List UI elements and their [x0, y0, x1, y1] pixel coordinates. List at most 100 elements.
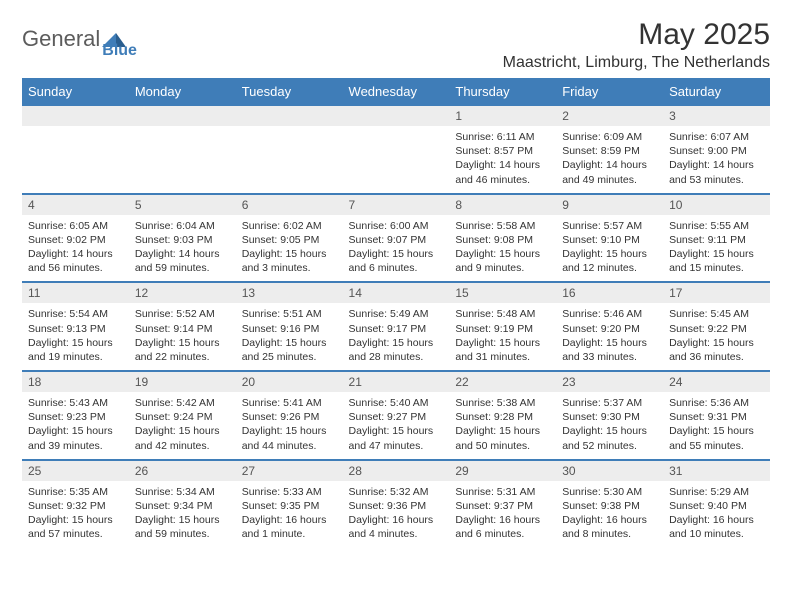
sunrise-text: Sunrise: 5:43 AM [28, 396, 123, 410]
sunrise-text: Sunrise: 6:02 AM [242, 219, 337, 233]
day-number: 28 [343, 461, 450, 481]
calendar-cell: 1Sunrise: 6:11 AMSunset: 8:57 PMDaylight… [449, 105, 556, 194]
sunset-text: Sunset: 9:22 PM [669, 322, 764, 336]
calendar-week-row: 1Sunrise: 6:11 AMSunset: 8:57 PMDaylight… [22, 105, 770, 194]
sunset-text: Sunset: 9:28 PM [455, 410, 550, 424]
daylight-text: Daylight: 15 hours and 52 minutes. [562, 424, 657, 452]
calendar-week-row: 11Sunrise: 5:54 AMSunset: 9:13 PMDayligh… [22, 282, 770, 371]
logo-text-1: General [22, 26, 100, 52]
sunset-text: Sunset: 8:57 PM [455, 144, 550, 158]
calendar-week-row: 25Sunrise: 5:35 AMSunset: 9:32 PMDayligh… [22, 460, 770, 548]
sunset-text: Sunset: 9:14 PM [135, 322, 230, 336]
sunrise-text: Sunrise: 6:09 AM [562, 130, 657, 144]
day-body: Sunrise: 5:58 AMSunset: 9:08 PMDaylight:… [449, 215, 556, 282]
sunrise-text: Sunrise: 5:30 AM [562, 485, 657, 499]
day-number: 29 [449, 461, 556, 481]
sunrise-text: Sunrise: 6:00 AM [349, 219, 444, 233]
calendar-week-row: 18Sunrise: 5:43 AMSunset: 9:23 PMDayligh… [22, 371, 770, 460]
sunset-text: Sunset: 9:10 PM [562, 233, 657, 247]
daylight-text: Daylight: 15 hours and 39 minutes. [28, 424, 123, 452]
dayname-saturday: Saturday [663, 79, 770, 106]
sunset-text: Sunset: 9:05 PM [242, 233, 337, 247]
sunrise-text: Sunrise: 5:32 AM [349, 485, 444, 499]
logo-text-2: Blue [102, 42, 137, 60]
daylight-text: Daylight: 15 hours and 57 minutes. [28, 513, 123, 541]
calendar-cell: 23Sunrise: 5:37 AMSunset: 9:30 PMDayligh… [556, 371, 663, 460]
sunrise-text: Sunrise: 5:51 AM [242, 307, 337, 321]
calendar-cell: 17Sunrise: 5:45 AMSunset: 9:22 PMDayligh… [663, 282, 770, 371]
calendar-cell: 4Sunrise: 6:05 AMSunset: 9:02 PMDaylight… [22, 194, 129, 283]
sunrise-text: Sunrise: 5:55 AM [669, 219, 764, 233]
day-number: 19 [129, 372, 236, 392]
calendar-header-row: SundayMondayTuesdayWednesdayThursdayFrid… [22, 79, 770, 106]
day-body-empty [343, 126, 450, 150]
day-number: 13 [236, 283, 343, 303]
sunset-text: Sunset: 8:59 PM [562, 144, 657, 158]
day-body: Sunrise: 5:46 AMSunset: 9:20 PMDaylight:… [556, 303, 663, 370]
calendar-cell: 19Sunrise: 5:42 AMSunset: 9:24 PMDayligh… [129, 371, 236, 460]
sunrise-text: Sunrise: 5:49 AM [349, 307, 444, 321]
day-body: Sunrise: 5:41 AMSunset: 9:26 PMDaylight:… [236, 392, 343, 459]
day-number: 12 [129, 283, 236, 303]
day-number: 15 [449, 283, 556, 303]
dayname-monday: Monday [129, 79, 236, 106]
calendar-cell: 16Sunrise: 5:46 AMSunset: 9:20 PMDayligh… [556, 282, 663, 371]
day-body-empty [236, 126, 343, 150]
calendar-cell: 25Sunrise: 5:35 AMSunset: 9:32 PMDayligh… [22, 460, 129, 548]
calendar-cell: 18Sunrise: 5:43 AMSunset: 9:23 PMDayligh… [22, 371, 129, 460]
day-number: 9 [556, 195, 663, 215]
day-number: 8 [449, 195, 556, 215]
calendar-week-row: 4Sunrise: 6:05 AMSunset: 9:02 PMDaylight… [22, 194, 770, 283]
day-number: 7 [343, 195, 450, 215]
daylight-text: Daylight: 15 hours and 19 minutes. [28, 336, 123, 364]
sunset-text: Sunset: 9:24 PM [135, 410, 230, 424]
calendar-cell: 28Sunrise: 5:32 AMSunset: 9:36 PMDayligh… [343, 460, 450, 548]
sunset-text: Sunset: 9:20 PM [562, 322, 657, 336]
day-number: 27 [236, 461, 343, 481]
sunset-text: Sunset: 9:07 PM [349, 233, 444, 247]
calendar-table: SundayMondayTuesdayWednesdayThursdayFrid… [22, 78, 770, 547]
sunrise-text: Sunrise: 5:45 AM [669, 307, 764, 321]
day-number: 22 [449, 372, 556, 392]
day-body: Sunrise: 5:51 AMSunset: 9:16 PMDaylight:… [236, 303, 343, 370]
daylight-text: Daylight: 15 hours and 9 minutes. [455, 247, 550, 275]
day-body: Sunrise: 6:09 AMSunset: 8:59 PMDaylight:… [556, 126, 663, 193]
calendar-cell: 29Sunrise: 5:31 AMSunset: 9:37 PMDayligh… [449, 460, 556, 548]
day-body: Sunrise: 5:29 AMSunset: 9:40 PMDaylight:… [663, 481, 770, 548]
day-body: Sunrise: 5:34 AMSunset: 9:34 PMDaylight:… [129, 481, 236, 548]
sunrise-text: Sunrise: 5:38 AM [455, 396, 550, 410]
day-number: 14 [343, 283, 450, 303]
calendar-cell [343, 105, 450, 194]
daylight-text: Daylight: 15 hours and 31 minutes. [455, 336, 550, 364]
calendar-cell: 8Sunrise: 5:58 AMSunset: 9:08 PMDaylight… [449, 194, 556, 283]
sunset-text: Sunset: 9:03 PM [135, 233, 230, 247]
sunset-text: Sunset: 9:02 PM [28, 233, 123, 247]
day-body: Sunrise: 5:57 AMSunset: 9:10 PMDaylight:… [556, 215, 663, 282]
day-number: 24 [663, 372, 770, 392]
calendar-cell: 6Sunrise: 6:02 AMSunset: 9:05 PMDaylight… [236, 194, 343, 283]
sunset-text: Sunset: 9:17 PM [349, 322, 444, 336]
dayname-sunday: Sunday [22, 79, 129, 106]
day-body: Sunrise: 6:07 AMSunset: 9:00 PMDaylight:… [663, 126, 770, 193]
month-title: May 2025 [503, 18, 770, 52]
calendar-cell [129, 105, 236, 194]
calendar-cell: 9Sunrise: 5:57 AMSunset: 9:10 PMDaylight… [556, 194, 663, 283]
sunrise-text: Sunrise: 5:35 AM [28, 485, 123, 499]
sunrise-text: Sunrise: 5:48 AM [455, 307, 550, 321]
sunset-text: Sunset: 9:30 PM [562, 410, 657, 424]
day-number: 2 [556, 106, 663, 126]
calendar-cell: 21Sunrise: 5:40 AMSunset: 9:27 PMDayligh… [343, 371, 450, 460]
calendar-cell: 31Sunrise: 5:29 AMSunset: 9:40 PMDayligh… [663, 460, 770, 548]
day-body: Sunrise: 5:38 AMSunset: 9:28 PMDaylight:… [449, 392, 556, 459]
sunrise-text: Sunrise: 5:37 AM [562, 396, 657, 410]
dayname-thursday: Thursday [449, 79, 556, 106]
calendar-cell: 26Sunrise: 5:34 AMSunset: 9:34 PMDayligh… [129, 460, 236, 548]
day-number: 20 [236, 372, 343, 392]
sunset-text: Sunset: 9:31 PM [669, 410, 764, 424]
sunrise-text: Sunrise: 5:57 AM [562, 219, 657, 233]
daylight-text: Daylight: 14 hours and 56 minutes. [28, 247, 123, 275]
day-body: Sunrise: 5:54 AMSunset: 9:13 PMDaylight:… [22, 303, 129, 370]
dayname-wednesday: Wednesday [343, 79, 450, 106]
sunset-text: Sunset: 9:36 PM [349, 499, 444, 513]
sunset-text: Sunset: 9:13 PM [28, 322, 123, 336]
